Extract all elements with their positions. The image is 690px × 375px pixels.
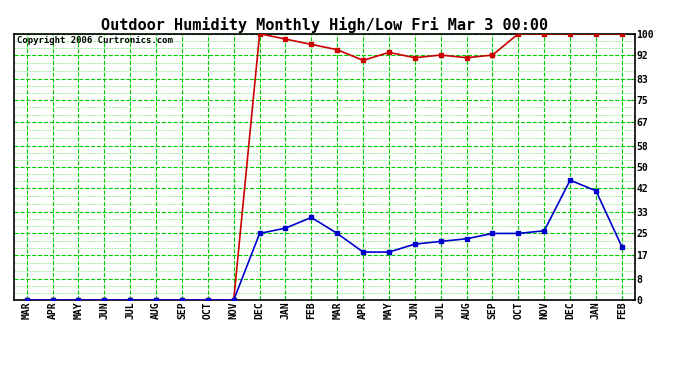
Text: Copyright 2006 Curtronics.com: Copyright 2006 Curtronics.com [17,36,172,45]
Title: Outdoor Humidity Monthly High/Low Fri Mar 3 00:00: Outdoor Humidity Monthly High/Low Fri Ma… [101,16,548,33]
